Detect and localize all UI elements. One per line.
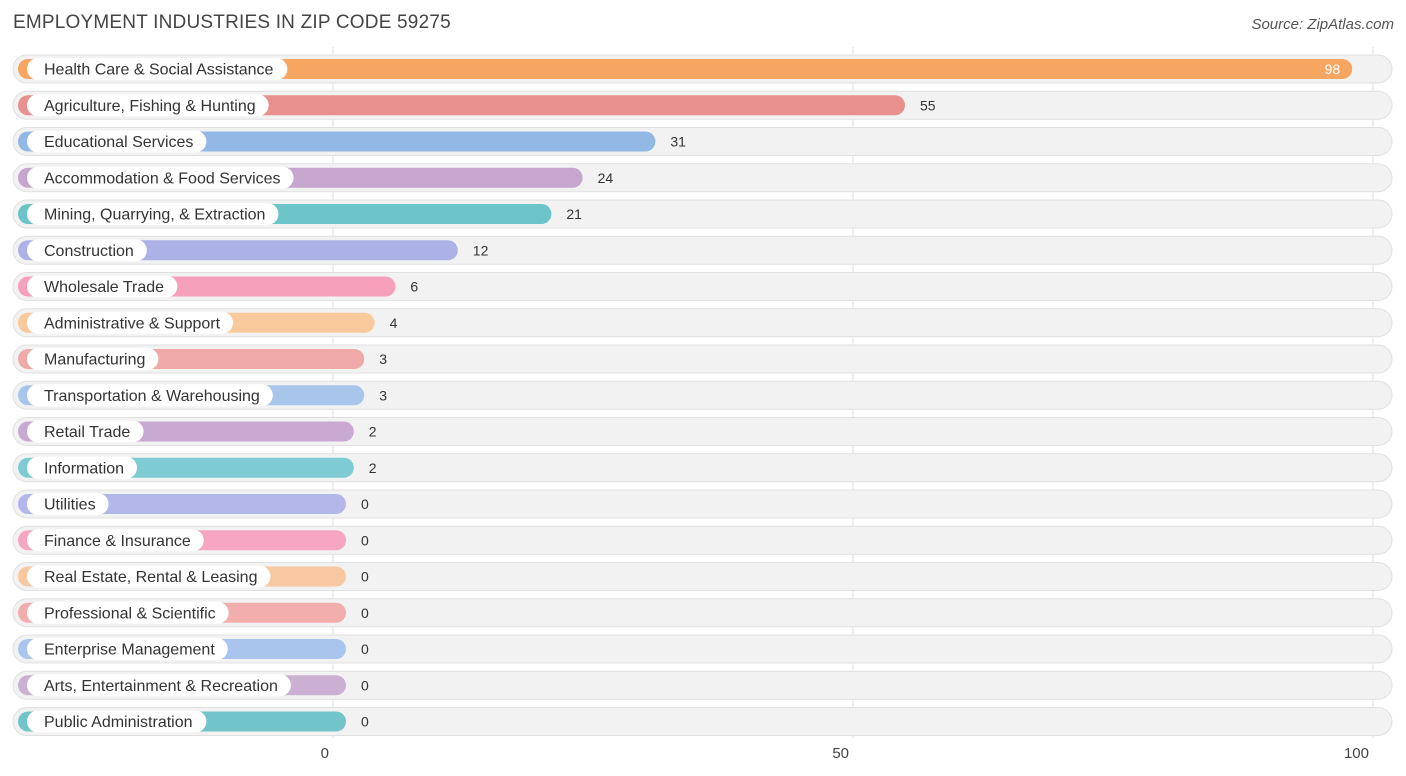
row-track [12, 562, 1393, 591]
bar-label-pill [27, 384, 273, 407]
value-label: 6 [410, 279, 418, 295]
bar-label-pill [27, 710, 207, 733]
bar-label: Arts, Entertainment & Recreation [44, 678, 278, 695]
bar-label-pill [27, 565, 271, 588]
bar-label-pill [27, 166, 294, 189]
value-label: 0 [361, 496, 369, 512]
value-label: 4 [390, 315, 398, 331]
tick-label: 100 [1344, 745, 1369, 762]
value-label: 0 [361, 605, 369, 621]
value-label: 55 [920, 97, 936, 113]
value-label: 3 [379, 351, 387, 367]
bar-label: Finance & Insurance [44, 533, 191, 550]
bar-label-pill [27, 601, 229, 624]
value-label: 31 [670, 134, 686, 150]
bar-label-pill [27, 203, 279, 225]
row-track [12, 453, 1393, 483]
bar-label: Accommodation & Food Services [44, 170, 281, 187]
bar-label-pill [27, 239, 147, 262]
bar-label: Retail Trade [44, 424, 130, 441]
bar [18, 59, 1353, 79]
bar-label: Utilities [44, 497, 96, 514]
bar-label-pill [27, 58, 288, 80]
value-label: 12 [473, 242, 489, 258]
tick-label: 50 [832, 745, 849, 762]
value-label: 0 [361, 569, 369, 585]
bar-label: Professional & Scientific [44, 605, 216, 622]
value-label: 24 [598, 170, 614, 186]
bar-label-pill [27, 94, 269, 117]
value-label: 21 [566, 206, 582, 222]
value-label: 2 [369, 424, 377, 440]
value-label: 2 [369, 460, 377, 476]
row-track [12, 598, 1393, 628]
bar-label: Agriculture, Fishing & Hunting [44, 98, 256, 115]
row-track [12, 525, 1393, 555]
source-credit: Source: ZipAtlas.com [1251, 16, 1394, 33]
bar-label-pill [27, 638, 228, 660]
value-label: 0 [361, 532, 369, 548]
row-track [12, 417, 1393, 446]
bar-label: Manufacturing [44, 352, 145, 369]
bar-label-pill [27, 311, 234, 334]
bar-label: Real Estate, Rental & Leasing [44, 569, 257, 586]
value-label: 0 [361, 641, 369, 657]
bar-label: Public Administration [44, 714, 193, 731]
row-track [12, 489, 1393, 519]
bar-label-pill [27, 348, 159, 370]
bar-label: Mining, Quarrying, & Extraction [44, 207, 265, 224]
row-track [12, 707, 1393, 736]
bar-label-pill [27, 420, 144, 443]
bar-label-pill [27, 529, 204, 552]
tick-label: 0 [321, 745, 329, 762]
value-label: 98 [1325, 61, 1341, 77]
bar-label-pill [27, 493, 109, 515]
row-track [12, 634, 1393, 664]
bar-label-pill [27, 275, 178, 298]
bar-label-pill [27, 130, 207, 153]
bar-label: Educational Services [44, 134, 193, 151]
bar-label-pill [27, 456, 138, 479]
bar-label-pill [27, 674, 291, 697]
bar-label: Enterprise Management [44, 642, 215, 659]
bar-label: Construction [44, 243, 134, 260]
value-label: 3 [379, 387, 387, 403]
bar-label: Wholesale Trade [44, 279, 164, 296]
bar-label: Administrative & Support [44, 315, 221, 332]
bar-label: Health Care & Social Assistance [44, 62, 274, 79]
row-track [12, 670, 1393, 700]
value-label: 0 [361, 714, 369, 730]
chart-title: EMPLOYMENT INDUSTRIES IN ZIP CODE 59275 [13, 12, 451, 33]
value-label: 0 [361, 677, 369, 693]
bar-label: Transportation & Warehousing [44, 388, 260, 405]
bar-label: Information [44, 460, 124, 477]
